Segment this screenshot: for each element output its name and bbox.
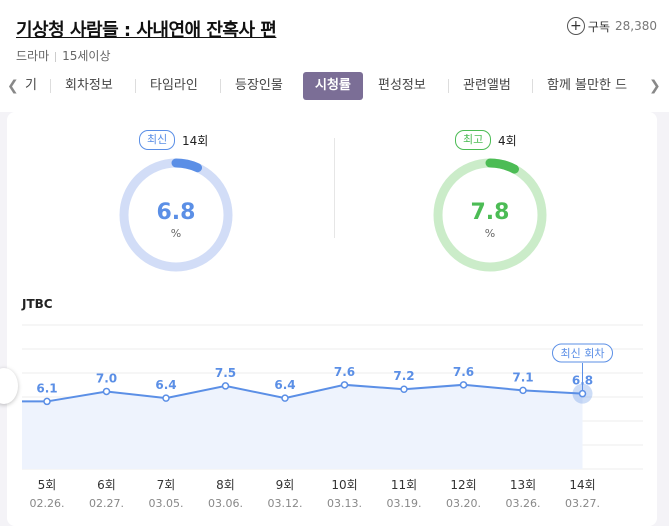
latest-badge: 최신 — [139, 130, 176, 150]
tab-previous-partial[interactable]: 기 — [25, 78, 37, 93]
tab-schedule[interactable]: 편성정보 — [378, 78, 426, 93]
scroll-left-handle[interactable] — [0, 368, 18, 404]
ratings-card — [7, 112, 657, 526]
plus-icon: + — [566, 17, 585, 35]
best-episode: 4회 — [498, 134, 517, 148]
program-title[interactable]: 기상청 사람들 : 사내연애 잔혹사 편 — [16, 20, 277, 41]
tab-ratings[interactable]: 시청률 — [303, 72, 363, 100]
chevron-left-icon[interactable]: ❮ — [7, 78, 19, 94]
tab-timeline[interactable]: 타임라인 — [150, 78, 198, 93]
best-badge: 최고 — [455, 130, 492, 150]
meta-divider — [55, 51, 57, 62]
subscriber-count: 28,380 — [615, 19, 657, 33]
tab-bar: ❮ 기 회차정보 타임라인 등장인물 시청률 편성정보 관련앨범 함께 볼만한 … — [0, 70, 669, 102]
latest-gauge-arc — [119, 158, 233, 272]
subscribe-label: 구독 — [587, 19, 610, 34]
tab-episode-info[interactable]: 회차정보 — [65, 78, 113, 93]
best-rating-unit: % — [484, 227, 496, 240]
age-rating-label: 15세이상 — [62, 49, 111, 63]
summary-divider — [334, 138, 335, 238]
program-meta: 드라마 15세이상 — [16, 47, 111, 64]
network-label: JTBC — [22, 297, 53, 311]
tab-divider — [532, 79, 533, 93]
genre-label: 드라마 — [16, 49, 50, 63]
tab-divider — [135, 79, 136, 93]
subscribe-button[interactable]: + 구독 28,380 — [566, 17, 657, 35]
tab-divider — [448, 79, 449, 93]
latest-episode: 14회 — [182, 134, 209, 148]
program-header: 기상청 사람들 : 사내연애 잔혹사 편 드라마 15세이상 + 구독 28,38… — [0, 0, 669, 112]
best-rating-value: 7.8 — [470, 200, 510, 225]
tab-recommended[interactable]: 함께 볼만한 드 — [547, 78, 628, 93]
tab-divider — [220, 79, 221, 93]
chevron-right-icon[interactable]: ❯ — [649, 78, 661, 94]
tab-divider — [50, 79, 51, 93]
best-rating-gauge — [433, 158, 547, 272]
latest-rating-gauge — [119, 158, 233, 272]
best-gauge-arc — [433, 158, 547, 272]
latest-rating-unit: % — [170, 227, 182, 240]
tab-characters[interactable]: 등장인물 — [235, 78, 283, 93]
tab-albums[interactable]: 관련앨범 — [463, 78, 511, 93]
latest-rating-value: 6.8 — [156, 200, 196, 225]
